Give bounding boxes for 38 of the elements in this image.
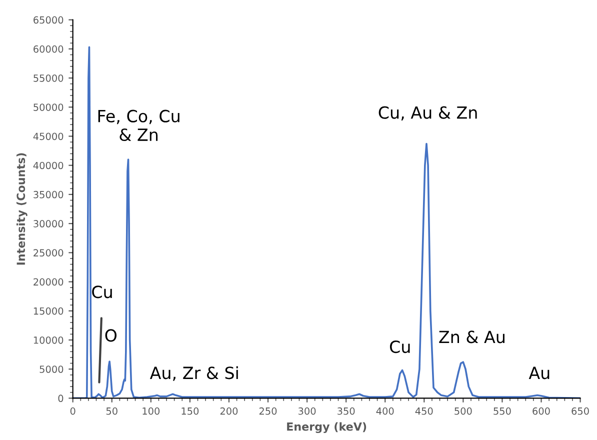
x-tick-label: 350 — [338, 407, 355, 415]
y-axis-title: Intensity (Counts) — [16, 153, 28, 265]
annotation: Au — [528, 366, 550, 380]
x-tick-label: 600 — [532, 407, 550, 415]
y-tick-label: 10000 — [34, 336, 64, 344]
annotation: Zn & Au — [439, 330, 504, 344]
x-axis-title: Energy (keV) — [287, 422, 366, 434]
y-tick-label: 15000 — [34, 307, 64, 315]
y-tick-label: 45000 — [33, 132, 64, 140]
y-tick-label: 50000 — [34, 104, 64, 111]
x-tick-label: 400 — [376, 407, 394, 415]
y-tick-label: 20000 — [34, 278, 64, 286]
y-tick-label: 30000 — [34, 220, 64, 228]
y-tick-label: 55000 — [34, 74, 64, 82]
y-tick-label: 40000 — [33, 162, 64, 170]
annotation: Au, Zr & Si — [150, 366, 238, 381]
annotation: Cu, Au & Zn — [378, 106, 477, 121]
y-tick-label: 5000 — [40, 366, 64, 373]
y-tick-label: 25000 — [34, 249, 64, 256]
annotation: Fe, Co, Cu & Zn — [98, 110, 180, 142]
y-tick-label: 35000 — [34, 190, 64, 198]
annotation: Cu — [390, 340, 410, 354]
x-tick-label: 250 — [259, 407, 277, 415]
annotation: O — [105, 329, 117, 342]
x-tick-label: 500 — [454, 407, 472, 415]
x-tick-label: 150 — [182, 407, 199, 415]
y-tick-label: 65000 — [34, 16, 64, 24]
y-tick-label: 0 — [58, 394, 64, 402]
x-tick-label: 0 — [70, 407, 76, 415]
y-tick-label: 60000 — [34, 45, 64, 53]
x-tick-label: 200 — [220, 407, 238, 415]
x-tick-label: 550 — [494, 407, 511, 415]
x-tick-label: 100 — [142, 407, 160, 415]
x-tick-label: 650 — [572, 407, 589, 415]
x-tick-label: 50 — [106, 407, 118, 415]
x-tick-label: 300 — [298, 407, 316, 415]
x-tick-label: 450 — [415, 407, 433, 415]
annotation: Cu — [92, 286, 112, 298]
